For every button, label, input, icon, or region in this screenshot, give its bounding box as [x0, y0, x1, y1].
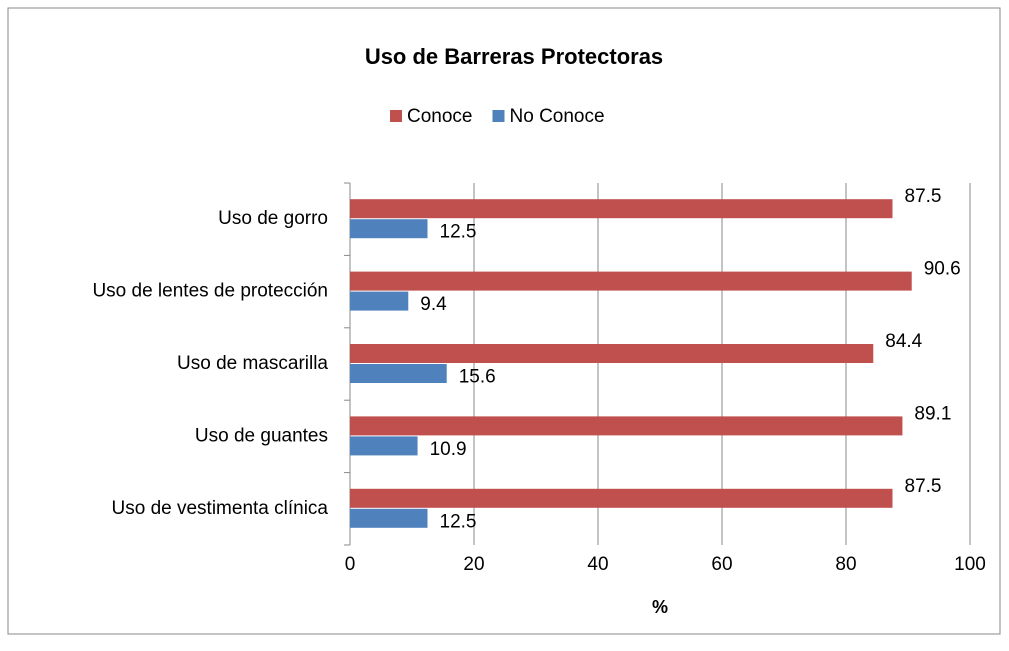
- legend-label: No Conoce: [510, 106, 605, 127]
- bar: [350, 416, 903, 436]
- bar: [350, 219, 428, 239]
- chart-title: Uso de Barreras Protectoras: [365, 44, 663, 69]
- x-tick-label: 40: [587, 554, 608, 575]
- x-tick-label: 0: [345, 554, 356, 575]
- bar: [350, 199, 893, 219]
- legend-swatch: [390, 110, 402, 122]
- data-label: 87.5: [905, 186, 942, 207]
- bar: [350, 508, 428, 528]
- data-label: 12.5: [440, 511, 477, 532]
- data-label: 10.9: [430, 439, 467, 460]
- y-tick-label: Uso de mascarilla: [177, 353, 328, 374]
- bar: [350, 364, 447, 383]
- data-label: 84.4: [885, 331, 922, 352]
- x-tick-label: 100: [954, 554, 986, 575]
- bar: [350, 291, 409, 311]
- data-label: 12.5: [440, 222, 477, 243]
- data-label: 89.1: [914, 403, 951, 424]
- y-tick-label: Uso de lentes de protección: [92, 281, 328, 302]
- y-tick-label: Uso de gorro: [218, 208, 328, 229]
- bar: [350, 271, 912, 291]
- y-tick-label: Uso de vestimenta clínica: [112, 498, 329, 519]
- data-label: 87.5: [905, 476, 942, 497]
- data-label: 9.4: [420, 294, 447, 315]
- legend-swatch: [492, 110, 505, 122]
- data-label: 15.6: [459, 367, 496, 388]
- bar: [350, 488, 893, 508]
- x-axis-label: %: [652, 597, 668, 617]
- bar: [350, 344, 874, 363]
- legend-label: Conoce: [407, 106, 473, 127]
- data-label: 90.6: [924, 259, 961, 280]
- chart-frame: [7, 7, 1001, 635]
- x-tick-label: 60: [711, 554, 732, 575]
- y-tick-label: Uso de guantes: [195, 425, 328, 446]
- x-tick-label: 20: [463, 554, 484, 575]
- x-tick-label: 80: [835, 554, 856, 575]
- bar: [350, 436, 418, 456]
